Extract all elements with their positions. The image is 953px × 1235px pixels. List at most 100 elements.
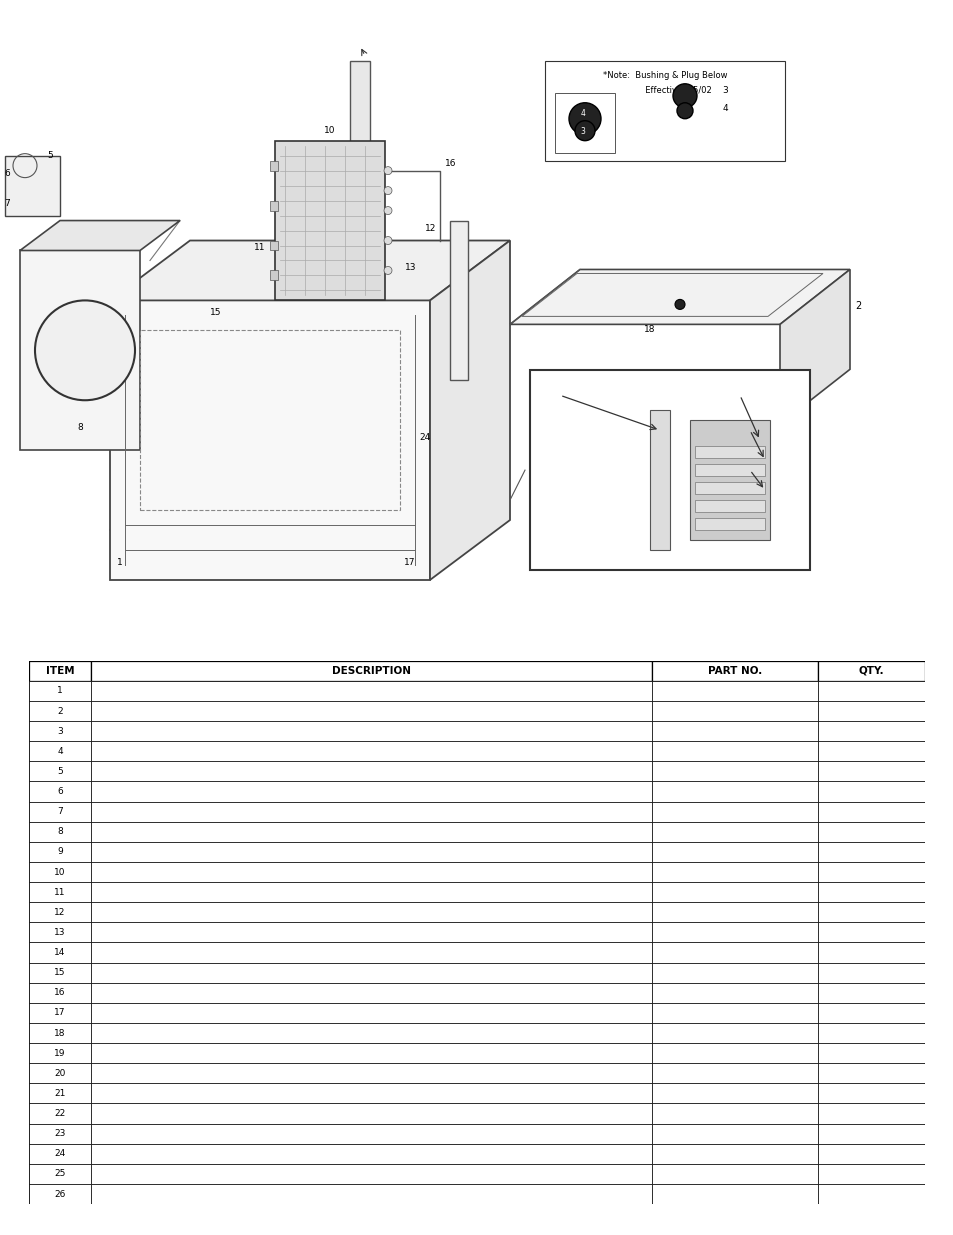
Text: 3: 3	[580, 127, 585, 136]
Text: 8: 8	[57, 827, 63, 836]
Text: 15: 15	[210, 309, 221, 317]
Bar	[651, 1083, 817, 1104]
Text: 14: 14	[54, 948, 66, 957]
Bar	[91, 842, 651, 862]
Bar	[651, 1003, 817, 1023]
Text: 4: 4	[580, 109, 585, 117]
Bar	[5, 156, 60, 216]
Bar	[20, 251, 140, 451]
Bar	[270, 161, 277, 170]
Bar	[29, 761, 91, 782]
Bar	[544, 61, 784, 161]
Bar	[29, 862, 91, 882]
Bar	[91, 821, 651, 842]
Bar	[91, 1144, 651, 1163]
Bar	[651, 680, 817, 701]
Bar	[91, 680, 651, 701]
Bar	[91, 942, 651, 962]
Text: 4: 4	[721, 104, 727, 112]
Bar	[91, 862, 651, 882]
Bar	[817, 842, 924, 862]
Bar	[29, 802, 91, 821]
Circle shape	[672, 84, 697, 107]
Bar	[651, 923, 817, 942]
Text: 13: 13	[54, 927, 66, 937]
Circle shape	[384, 186, 392, 195]
Bar	[29, 741, 91, 761]
Bar	[817, 882, 924, 903]
Bar	[817, 661, 924, 680]
Bar	[91, 802, 651, 821]
Text: 23: 23	[54, 1129, 66, 1139]
Bar	[29, 1023, 91, 1044]
Bar	[817, 701, 924, 721]
Bar	[695, 464, 764, 477]
Text: 10: 10	[324, 126, 335, 135]
Text: 11: 11	[254, 243, 266, 252]
Bar	[817, 761, 924, 782]
Bar	[651, 862, 817, 882]
Text: 12: 12	[54, 908, 66, 916]
Bar	[817, 1163, 924, 1184]
Bar	[140, 331, 399, 510]
Bar	[817, 741, 924, 761]
Text: 9: 9	[57, 847, 63, 856]
Bar	[91, 962, 651, 983]
Text: 13: 13	[405, 263, 416, 273]
Bar	[29, 882, 91, 903]
Text: 24: 24	[54, 1150, 66, 1158]
Bar	[817, 923, 924, 942]
Polygon shape	[510, 269, 849, 325]
Text: 25: 25	[54, 1170, 66, 1178]
Bar	[110, 300, 430, 580]
Polygon shape	[430, 241, 510, 580]
Bar	[817, 903, 924, 923]
Text: QTY.: QTY.	[858, 666, 883, 676]
Text: 7: 7	[4, 199, 10, 207]
Bar	[651, 802, 817, 821]
Bar	[817, 962, 924, 983]
Text: 18: 18	[643, 325, 655, 335]
Bar	[350, 61, 370, 221]
Bar	[817, 1184, 924, 1204]
Text: 24: 24	[419, 433, 430, 442]
Bar	[651, 942, 817, 962]
Bar	[817, 1124, 924, 1144]
Text: 16: 16	[54, 988, 66, 998]
Bar	[651, 962, 817, 983]
Bar	[270, 270, 277, 280]
Bar	[817, 782, 924, 802]
Text: 2: 2	[57, 706, 63, 715]
Bar	[817, 721, 924, 741]
Bar	[29, 942, 91, 962]
Bar	[91, 1083, 651, 1104]
Text: 5: 5	[57, 767, 63, 776]
Bar	[651, 882, 817, 903]
Bar	[651, 741, 817, 761]
Bar	[91, 1163, 651, 1184]
Bar	[817, 1044, 924, 1063]
Bar	[651, 661, 817, 680]
Bar	[91, 661, 651, 680]
Bar	[651, 1124, 817, 1144]
Text: 5: 5	[47, 151, 52, 159]
Bar	[270, 241, 277, 251]
Text: 1: 1	[57, 687, 63, 695]
Bar	[817, 680, 924, 701]
Circle shape	[35, 300, 135, 400]
Circle shape	[384, 237, 392, 245]
Bar	[91, 1003, 651, 1023]
Bar	[817, 1083, 924, 1104]
Bar	[29, 821, 91, 842]
Text: *Note:  Bushing & Plug Below: *Note: Bushing & Plug Below	[602, 70, 726, 80]
Text: 2: 2	[854, 301, 861, 311]
Circle shape	[677, 103, 692, 119]
Bar	[817, 802, 924, 821]
Bar	[91, 1023, 651, 1044]
Polygon shape	[110, 241, 510, 300]
Bar	[91, 983, 651, 1003]
Text: 8: 8	[77, 424, 83, 432]
Bar	[651, 1044, 817, 1063]
Bar	[29, 661, 91, 680]
Bar	[651, 701, 817, 721]
